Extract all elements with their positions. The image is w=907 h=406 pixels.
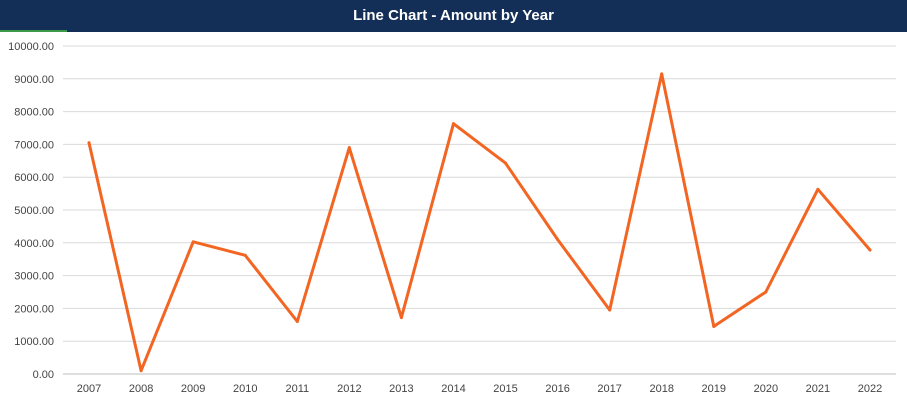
data-point [87, 141, 91, 145]
x-axis-ticks: 2007 2008 2009 2010 2011 2012 2013 2014 2015 2016… [77, 383, 882, 395]
x-tick-label: 2008 [129, 383, 153, 395]
data-point [451, 122, 455, 126]
data-point [608, 308, 612, 312]
x-tick-label: 2020 [754, 383, 778, 395]
y-tick-label: 0.00 [33, 369, 54, 381]
x-tick-label: 2015 [493, 383, 517, 395]
x-tick-label: 2019 [702, 383, 726, 395]
x-tick-label: 2018 [649, 383, 673, 395]
chart-title: Line Chart - Amount by Year [353, 7, 554, 24]
data-point [868, 248, 872, 252]
x-tick-label: 2012 [337, 383, 361, 395]
y-tick-label: 2000.00 [14, 303, 54, 315]
data-point [764, 290, 768, 294]
x-tick-label: 2011 [285, 383, 309, 395]
data-point [347, 146, 351, 150]
chart-header [0, 0, 907, 32]
x-tick-label: 2022 [858, 383, 882, 395]
x-tick-label: 2009 [181, 383, 205, 395]
data-point [295, 320, 299, 324]
y-tick-label: 4000.00 [14, 238, 54, 250]
data-point [191, 240, 195, 244]
data-point [243, 253, 247, 257]
data-point [660, 72, 664, 76]
series-lines [87, 72, 872, 373]
x-tick-label: 2013 [389, 383, 413, 395]
x-tick-label: 2017 [597, 383, 621, 395]
y-axis-ticks: 0.00 1000.00 2000.00 3000.00 4000.00 5000.00 6… [8, 41, 54, 381]
x-tick-label: 2021 [806, 383, 830, 395]
y-tick-label: 5000.00 [14, 205, 54, 217]
y-tick-label: 9000.00 [14, 74, 54, 86]
data-point [816, 187, 820, 191]
y-tick-label: 10000.00 [8, 41, 54, 53]
y-tick-label: 6000.00 [14, 172, 54, 184]
data-point [504, 161, 508, 165]
grid-lines [63, 45, 896, 375]
y-tick-label: 8000.00 [14, 107, 54, 119]
y-tick-label: 3000.00 [14, 271, 54, 283]
line-chart: 0.00 1000.00 2000.00 3000.00 4000.00 5000.00 6… [8, 41, 896, 395]
data-point [712, 324, 716, 328]
x-tick-label: 2016 [545, 383, 569, 395]
y-tick-label: 1000.00 [14, 336, 54, 348]
data-point [139, 369, 143, 373]
x-tick-label: 2007 [77, 383, 101, 395]
data-point [556, 238, 560, 242]
x-tick-label: 2010 [233, 383, 257, 395]
data-point [399, 316, 403, 320]
y-tick-label: 7000.00 [14, 139, 54, 151]
series-line-0 [87, 72, 872, 373]
header-accent-bar [0, 30, 67, 32]
x-tick-label: 2014 [441, 383, 465, 395]
